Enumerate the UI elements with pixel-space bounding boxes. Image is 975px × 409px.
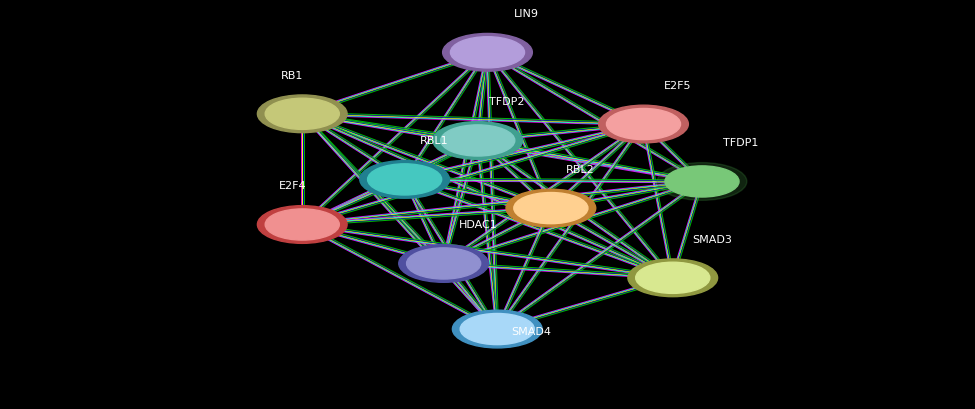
Circle shape (257, 206, 347, 244)
Circle shape (433, 122, 523, 160)
Circle shape (368, 164, 442, 196)
Circle shape (265, 99, 339, 130)
Text: SMAD3: SMAD3 (692, 234, 731, 244)
Circle shape (265, 209, 339, 240)
Circle shape (443, 34, 532, 72)
Circle shape (450, 38, 525, 69)
Circle shape (441, 126, 515, 157)
Circle shape (460, 314, 534, 345)
Circle shape (257, 96, 347, 133)
Circle shape (665, 166, 739, 198)
Circle shape (360, 161, 449, 199)
Text: TFDP2: TFDP2 (489, 97, 525, 107)
Text: RB1: RB1 (282, 71, 303, 81)
Circle shape (657, 163, 747, 201)
Circle shape (636, 263, 710, 294)
Circle shape (599, 106, 688, 144)
Text: LIN9: LIN9 (514, 9, 539, 19)
Circle shape (452, 310, 542, 348)
Text: RBL2: RBL2 (566, 165, 595, 175)
Text: E2F5: E2F5 (664, 81, 691, 91)
Text: SMAD4: SMAD4 (511, 326, 552, 336)
Circle shape (407, 248, 481, 279)
Circle shape (628, 259, 718, 297)
Circle shape (606, 109, 681, 140)
Circle shape (399, 245, 488, 283)
Circle shape (514, 193, 588, 224)
Text: RBL1: RBL1 (419, 136, 448, 146)
Text: HDAC1: HDAC1 (458, 220, 497, 230)
Circle shape (506, 190, 596, 227)
Text: TFDP1: TFDP1 (723, 138, 759, 148)
Text: E2F4: E2F4 (279, 181, 306, 191)
